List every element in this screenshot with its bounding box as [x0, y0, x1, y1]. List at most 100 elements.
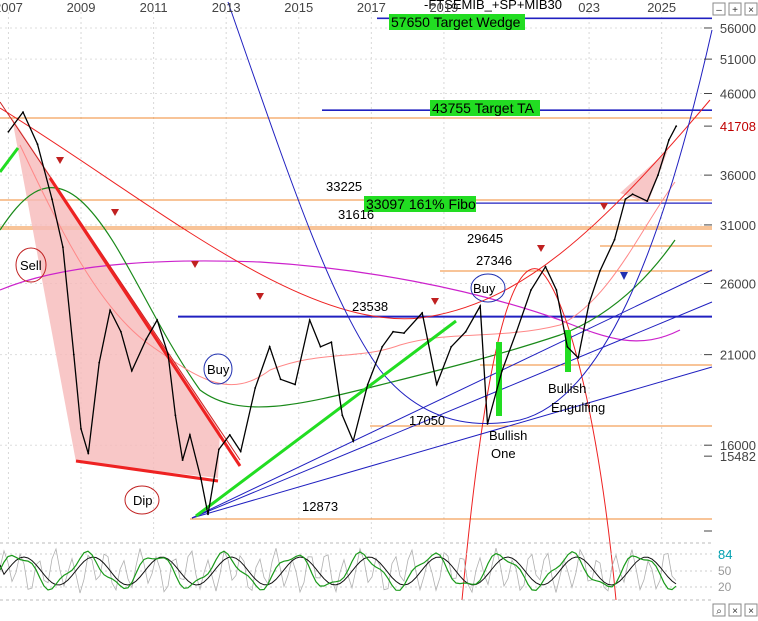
chart-title: -FTSEMIB_+SP+MIB30 [424, 0, 562, 12]
price-point [167, 353, 170, 356]
price-point [486, 423, 489, 425]
y-tick-label: 31000 [720, 218, 756, 233]
sell-signal-arrow [111, 209, 119, 216]
minimize-icon-frame[interactable] [712, 2, 726, 16]
maximize-icon-frame[interactable] [728, 2, 742, 16]
price-point [515, 330, 518, 333]
price-point [22, 111, 24, 113]
close-icon-glyph: × [732, 606, 738, 617]
y-tick-label: 46000 [720, 86, 756, 101]
buy-signal-arrow [620, 272, 628, 280]
price-point [279, 378, 282, 381]
price-point [530, 289, 532, 291]
price-level-label: 31616 [338, 207, 374, 222]
price-point [366, 383, 369, 386]
maximize-icon-glyph: + [732, 5, 738, 16]
zoom-icon[interactable]: ⌕ [712, 603, 726, 617]
price-point [189, 434, 191, 436]
red-arc-resistance [0, 99, 711, 320]
close-icon-frame[interactable] [728, 603, 742, 617]
sell-marker-circle [15, 247, 47, 283]
price-point [624, 198, 627, 201]
sell-signal-arrow [600, 203, 608, 210]
oscillator-panel: 84 50 20 [0, 542, 732, 601]
sell-signal-arrow [537, 245, 545, 252]
close-icon-frame[interactable] [744, 603, 758, 617]
annotation-dip: Dip [133, 493, 153, 508]
level-label: 43755 Target TA [432, 100, 535, 116]
minimize-icon[interactable]: – [712, 2, 726, 16]
red-diagonal [0, 101, 241, 461]
price-point [352, 440, 355, 442]
sell-signal-arrow [191, 261, 199, 268]
annotation-bullish-one: One [491, 446, 516, 461]
close-icon[interactable]: × [744, 2, 758, 16]
price-point [174, 414, 177, 417]
x-tick-label: 2017 [357, 0, 386, 15]
price-point [450, 345, 453, 348]
price-point [72, 353, 75, 356]
x-tick-label: 2015 [284, 0, 313, 15]
bullish-engulfing-candle [565, 330, 571, 372]
price-point [599, 270, 601, 272]
oscillator-raw-line [0, 547, 677, 594]
price-point [464, 330, 467, 333]
annotation-bullish-one: Bullish [489, 428, 527, 443]
price-level-label: 23538 [352, 299, 388, 314]
minimize-icon-glyph: – [716, 5, 722, 16]
price-point [156, 319, 159, 321]
blue-fan-line [191, 269, 713, 519]
price-point [646, 200, 649, 203]
zoom-icon-frame[interactable] [712, 603, 726, 617]
chart-overlays [0, 1, 713, 601]
annotation-buy: Buy [207, 362, 230, 377]
price-point [294, 383, 296, 386]
x-tick-label: 2013 [212, 0, 241, 15]
price-point [98, 361, 101, 364]
annotation-buy: Buy [473, 281, 496, 296]
x-tick-label: 2025 [647, 0, 676, 15]
maximize-icon[interactable]: + [728, 2, 742, 16]
annotation-bullish-engulfing: Engulfing [551, 400, 605, 415]
price-point [435, 383, 438, 386]
close-icon[interactable]: × [744, 603, 758, 617]
price-point [501, 370, 503, 372]
price-point [657, 174, 659, 177]
price-point [130, 370, 133, 372]
close-icon[interactable]: × [728, 603, 742, 617]
price-point [120, 330, 122, 333]
price-point [392, 330, 394, 333]
price-point [62, 246, 64, 249]
green-trend-line [0, 147, 20, 173]
level-label: 57650 Target Wedge [391, 14, 521, 30]
price-point [199, 477, 202, 479]
sell-signal-arrow [56, 157, 64, 164]
price-point [613, 238, 616, 241]
close-icon-glyph: × [748, 5, 754, 16]
rising-wedge-area [620, 150, 668, 203]
price-point [228, 434, 231, 436]
red-support-line [75, 459, 219, 483]
x-tick-label: 2019 [429, 0, 458, 15]
price-series [7, 110, 678, 516]
close-icon-glyph: × [748, 606, 754, 617]
price-level-label: 29645 [467, 231, 503, 246]
annotation-sell: Sell [20, 258, 42, 273]
x-tick-label: 2009 [67, 0, 96, 15]
x-tick-label: 2011 [140, 0, 168, 15]
close-icon-frame[interactable] [744, 2, 758, 16]
dip-marker-circle [124, 485, 160, 515]
y-tick-label: 15482 [720, 449, 756, 464]
level-label: 33097 161% Fibo [366, 196, 476, 212]
buy-marker-circle [203, 353, 233, 385]
price-point [181, 459, 184, 461]
zoom-icon-glyph: ⌕ [716, 606, 722, 617]
price-point [308, 319, 311, 321]
price-point [145, 338, 148, 340]
magenta-moving-average [0, 260, 681, 342]
price-point [544, 265, 547, 268]
level-label-bg [389, 14, 525, 30]
price-point [80, 428, 82, 430]
price-point [675, 125, 678, 127]
